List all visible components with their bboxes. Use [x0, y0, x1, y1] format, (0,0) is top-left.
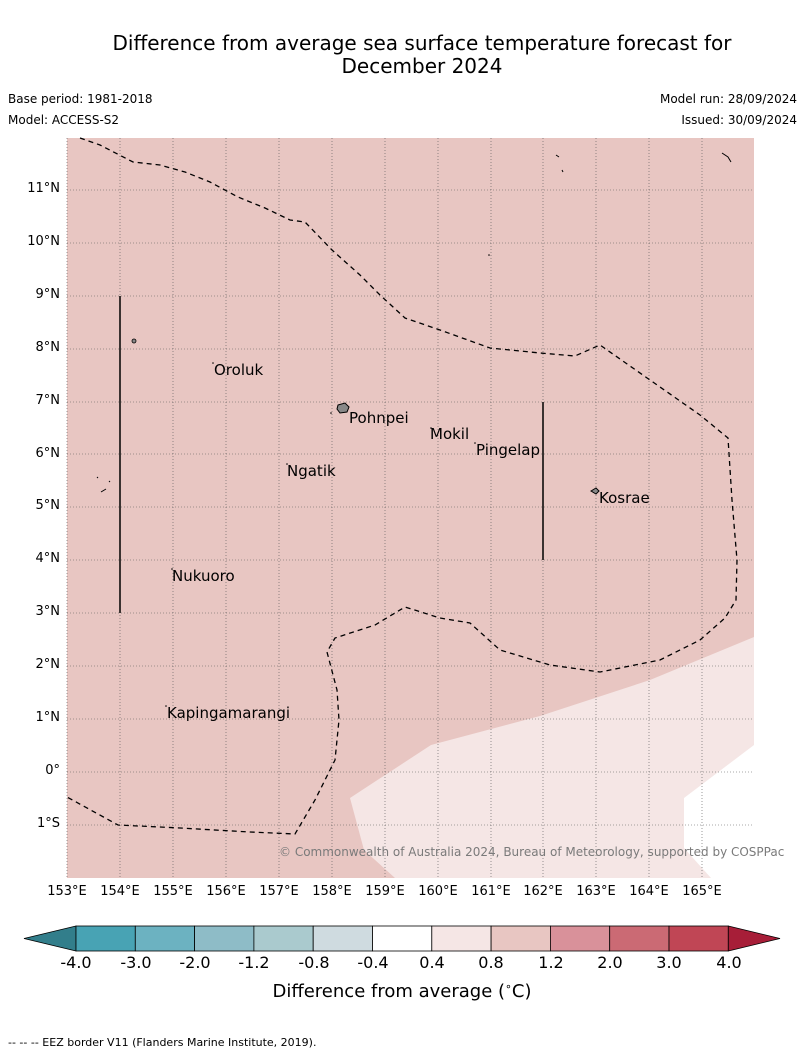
colorbar-segment: [253, 925, 314, 952]
colorbar-tick-label: -0.4: [357, 953, 389, 972]
place-label-ngatik: Ngatik: [287, 462, 336, 480]
lat-label: 3°N: [35, 604, 61, 619]
colorbar-segment: [431, 925, 492, 952]
lat-label: 4°N: [35, 551, 61, 566]
lon-label: 162°E: [523, 884, 563, 899]
kosrae-island: [590, 487, 600, 495]
colorbar-extend-low: [23, 925, 77, 952]
lat-label: 0°: [45, 763, 60, 778]
lon-label: 158°E: [312, 884, 352, 899]
island-dot: [212, 362, 214, 364]
copyright-notice: © Commonwealth of Australia 2024, Bureau…: [279, 845, 785, 859]
lon-label: 157°E: [259, 884, 299, 899]
colorbar-segment: [609, 925, 670, 952]
island-dot: [488, 254, 490, 256]
colorbar-tick-label: -2.0: [179, 953, 211, 972]
lon-label: 161°E: [471, 884, 511, 899]
island-dot: [286, 463, 288, 465]
title-line-2: December 2024: [341, 54, 503, 78]
lon-label: 165°E: [682, 884, 722, 899]
place-label-kapingamarangi: Kapingamarangi: [167, 704, 291, 722]
island-dot: [171, 568, 173, 570]
colorbar-tick-label: 0.4: [419, 953, 445, 972]
lon-label: 155°E: [153, 884, 193, 899]
place-label-nukuoro: Nukuoro: [172, 567, 235, 585]
place-label-pingelap: Pingelap: [476, 441, 541, 459]
lon-label: 153°E: [47, 884, 87, 899]
colorbar-extend-high: [727, 925, 781, 952]
place-label-pohnpei: Pohnpei: [349, 409, 409, 427]
island-dot: [474, 442, 476, 444]
model-run: Model run: 28/09/2024: [659, 92, 797, 106]
colorbar-tick-label: -4.0: [60, 953, 92, 972]
colorbar-segment: [312, 925, 373, 952]
lat-label: 1°N: [35, 710, 61, 725]
colorbar-segment: [668, 925, 729, 952]
colorbar-title: Difference from average (∘C): [272, 980, 532, 1002]
pohnpei-island: [336, 402, 350, 414]
colorbar-tick-label: 3.0: [656, 953, 682, 972]
model-name: Model: ACCESS-S2: [8, 113, 120, 127]
place-label-oroluk: Oroluk: [214, 361, 264, 379]
eez-border: [66, 137, 738, 835]
colorbar-tick-label: -0.8: [298, 953, 330, 972]
colorbar-title-unit: C): [511, 981, 532, 1002]
colorbar-segment: [134, 925, 196, 952]
anomaly-region-0.4-0.8: [350, 637, 754, 878]
lat-label: 2°N: [35, 657, 61, 672]
island-dot: [430, 427, 432, 429]
lat-label: 5°N: [35, 498, 61, 513]
title-line-1: Difference from average sea surface temp…: [112, 31, 732, 55]
lat-label: 10°N: [27, 234, 60, 249]
colorbar-tick-label: 1.2: [538, 953, 564, 972]
lat-label: 9°N: [35, 287, 61, 302]
lon-label: 164°E: [629, 884, 669, 899]
lat-label: 6°N: [35, 446, 61, 461]
island-dot: [330, 412, 332, 414]
lon-label: 154°E: [100, 884, 140, 899]
colorbar: [23, 925, 781, 952]
colorbar-segment: [550, 925, 611, 952]
islet-marks: [96, 152, 732, 493]
anomaly-region-neutral: [684, 745, 754, 878]
footnote: -- -- -- EEZ border V11 (Flanders Marine…: [8, 1036, 317, 1049]
colorbar-tick-label: 4.0: [716, 953, 742, 972]
sst-anomaly-map: [66, 137, 754, 878]
colorbar-segment: [490, 925, 551, 952]
chart-title: Difference from average sea surface temp…: [0, 32, 804, 78]
lat-label: 7°N: [35, 393, 61, 408]
place-label-mokil: Mokil: [430, 425, 470, 443]
colorbar-segment: [75, 925, 136, 952]
place-label-kosrae: Kosrae: [599, 489, 650, 507]
colorbar-segment: [194, 925, 255, 952]
graticule: [66, 138, 754, 878]
colorbar-title-text: Difference from average (: [272, 981, 506, 1002]
lat-label: 11°N: [27, 181, 60, 196]
lon-label: 160°E: [418, 884, 458, 899]
island-dot: [131, 338, 137, 344]
lat-label: 1°S: [36, 816, 60, 831]
lat-label: 8°N: [35, 340, 61, 355]
lon-label: 156°E: [206, 884, 246, 899]
island-dot: [165, 705, 167, 707]
base-period: Base period: 1981-2018: [8, 92, 153, 106]
colorbar-tick-label: 2.0: [597, 953, 623, 972]
lon-label: 163°E: [576, 884, 616, 899]
colorbar-tick-label: -3.0: [120, 953, 152, 972]
colorbar-tick-label: -1.2: [238, 953, 270, 972]
colorbar-tick-label: 0.8: [478, 953, 504, 972]
issued-date: Issued: 30/09/2024: [681, 113, 797, 127]
lon-label: 159°E: [365, 884, 405, 899]
colorbar-segment: [372, 925, 433, 952]
